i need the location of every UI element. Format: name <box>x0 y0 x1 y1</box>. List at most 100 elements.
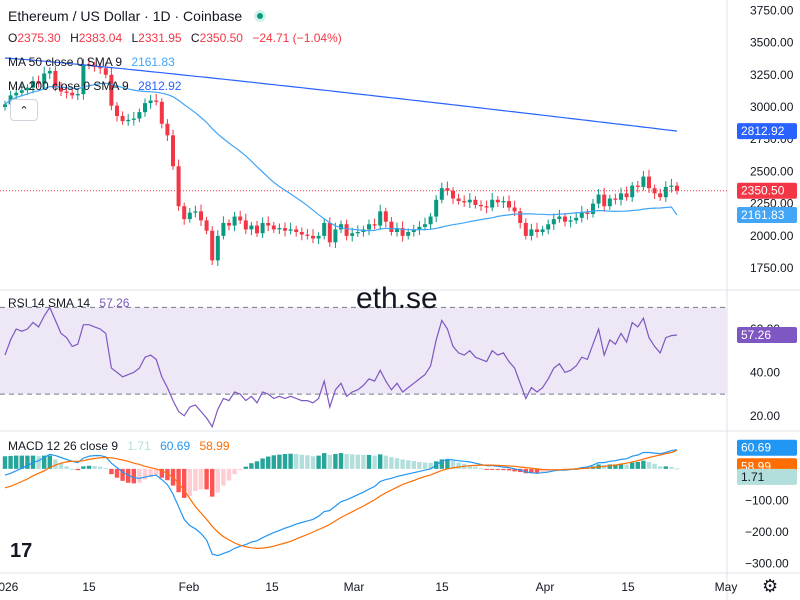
tradingview-logo[interactable]: 17 <box>10 540 33 562</box>
candle-body <box>473 199 478 205</box>
macd-histogram-bar <box>428 462 433 469</box>
macd-histogram-bar <box>176 468 181 493</box>
ma200-value: 2812.92 <box>138 79 182 93</box>
ma50-legend[interactable]: MA 50 close 0 SMA 9 2161.83 <box>8 55 181 69</box>
rsi-value-tag: 57.26 <box>741 328 771 342</box>
macd-histogram-bar <box>646 461 652 469</box>
macd-histogram-bar <box>663 466 668 469</box>
rsi-label: RSI 14 SMA 14 <box>8 296 91 310</box>
macd-histogram-bar <box>277 454 282 469</box>
macd-histogram-bar <box>210 468 215 497</box>
macd-value-tag: 60.69 <box>741 441 771 455</box>
candle-body <box>288 229 293 231</box>
ma50-value: 2161.83 <box>131 55 175 69</box>
candle-body <box>540 229 545 232</box>
macd-histogram-bar <box>165 468 170 481</box>
macd-histogram-bar <box>204 468 209 490</box>
macd-histogram-bar <box>495 468 500 470</box>
candle-body <box>395 228 399 232</box>
ma200-legend[interactable]: MA 200 close 0 SMA 9 2812.92 <box>8 79 187 93</box>
macd-histogram-bar <box>389 457 394 469</box>
candle-body <box>406 232 411 236</box>
macd-histogram-bar <box>266 456 271 469</box>
rsi-line <box>4 306 678 429</box>
candle-body <box>53 70 58 88</box>
symbol-title[interactable]: Ethereum / US Dollar · 1D · Coinbase <box>8 8 243 24</box>
ma50-price-tag-bg <box>737 207 797 224</box>
macd-histogram-bar <box>137 468 142 483</box>
candle-body <box>372 224 377 226</box>
candle-body <box>507 201 511 208</box>
price-pane <box>0 57 727 267</box>
x-tick-label: 15 <box>435 580 449 594</box>
candle-body <box>59 87 63 92</box>
macd-histogram-bar <box>154 468 159 476</box>
candle-body <box>103 68 108 75</box>
candle-body <box>154 100 159 102</box>
candle-body <box>417 226 422 230</box>
candle-body <box>607 198 612 207</box>
candle-body <box>75 94 80 96</box>
rsi-tick-label: 20.00 <box>750 409 780 423</box>
price-tick-label: 2500.00 <box>750 164 794 178</box>
candle-body <box>613 198 618 200</box>
macd-pane <box>2 449 680 557</box>
candle-body <box>462 201 467 203</box>
candle-body <box>551 219 556 225</box>
price-tick-label: 3750.00 <box>750 3 794 17</box>
macd-histogram-bar <box>25 455 30 469</box>
candle-body <box>647 176 651 189</box>
macd-histogram-bar <box>456 462 461 469</box>
macd-histogram-bar <box>81 466 86 469</box>
candle-body <box>378 211 383 226</box>
macd-histogram-bar <box>103 468 108 470</box>
macd-histogram-bar <box>327 454 332 469</box>
macd-tick-label: −300.00 <box>745 557 789 571</box>
macd-histogram-bar <box>355 454 360 469</box>
macd-histogram-bar <box>540 468 545 473</box>
candle-body <box>535 229 539 232</box>
macd-histogram-bar <box>411 460 416 469</box>
candle-body <box>3 104 7 107</box>
ohlc-l-label: L <box>131 31 139 45</box>
watermark: eth.se <box>356 282 438 315</box>
macd-histogram-bar <box>58 463 64 469</box>
ohlc-c-label: C <box>190 31 200 45</box>
macd-histogram-bar <box>64 466 69 469</box>
candle-body <box>619 193 623 200</box>
x-tick-label: 2026 <box>0 580 19 594</box>
macd-histogram-bar <box>249 463 254 469</box>
candle-body <box>81 64 86 95</box>
gear-icon[interactable]: ⚙ <box>762 576 779 596</box>
macd-histogram-bar <box>417 461 422 469</box>
macd-histogram-bar <box>490 468 495 470</box>
macd-histogram-bar <box>232 468 237 475</box>
market-open-icon <box>254 10 267 22</box>
macd-histogram-bar <box>439 459 444 469</box>
macd-histogram-bar <box>361 454 366 469</box>
macd-histogram-bar <box>624 464 629 469</box>
candle-body <box>199 211 203 221</box>
candle-body <box>333 229 338 243</box>
chart-header: Ethereum / US Dollar · 1D · Coinbase <box>8 8 267 24</box>
macd-histogram-bar <box>400 459 405 469</box>
collapse-legend-button[interactable]: ⌃ <box>10 99 38 121</box>
macd-histogram-bar <box>282 454 288 469</box>
ma50-price-tag: 2161.83 <box>741 208 785 222</box>
candle-body <box>635 185 640 187</box>
macd-histogram-bar <box>92 466 97 469</box>
macd-histogram-bar <box>613 464 618 469</box>
rsi-legend[interactable]: RSI 14 SMA 14 57.26 <box>8 296 135 310</box>
candle-body <box>109 74 114 106</box>
candle-body <box>663 186 668 198</box>
macd-histogram-bar <box>310 456 316 469</box>
macd-histogram-bar <box>8 455 13 469</box>
candle-body <box>266 222 271 226</box>
candle-body <box>64 91 69 93</box>
macd-legend[interactable]: MACD 12 26 close 9 1.71 60.69 58.99 <box>8 439 236 453</box>
macd-histogram-bar <box>322 453 327 469</box>
macd-histogram-bar <box>534 468 540 474</box>
candle-body <box>585 212 590 214</box>
